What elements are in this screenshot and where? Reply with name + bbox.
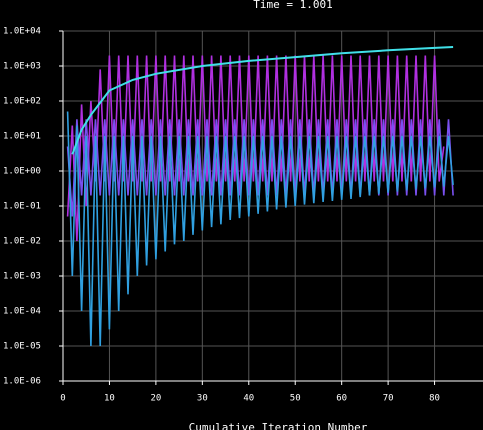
series-line (66, 111, 454, 347)
y-tick-label: 1.0E+03 (3, 62, 41, 72)
x-tick-label: 20 (150, 394, 161, 404)
x-tick-label: 10 (104, 394, 115, 404)
y-tick-label: 1.0E-05 (3, 342, 41, 352)
series-line (66, 55, 445, 242)
y-tick-label: 1.0E-01 (3, 202, 41, 212)
x-tick-label: 60 (336, 394, 347, 404)
x-tick-label: 80 (429, 394, 440, 404)
x-tick-label: 30 (197, 394, 208, 404)
y-tick-label: 1.0E+01 (3, 132, 41, 142)
x-tick-label: 40 (243, 394, 254, 404)
y-tick-label: 1.0E-06 (3, 377, 41, 387)
series-line (71, 46, 454, 155)
y-tick-label: 1.0E+02 (3, 97, 41, 107)
x-tick-label: 50 (290, 394, 301, 404)
y-tick-label: 1.0E-03 (3, 272, 41, 282)
y-tick-label: 1.0E+04 (3, 27, 41, 37)
y-tick-label: 1.0E-04 (3, 307, 41, 317)
x-tick-label: 70 (383, 394, 394, 404)
y-tick-label: 1.0E-02 (3, 237, 41, 247)
y-tick-label: 1.0E+00 (3, 167, 41, 177)
chart-title: Time = 1.001 (253, 0, 332, 11)
x-axis-label: Cumulative Iteration Number (189, 421, 368, 430)
x-tick-label: 0 (60, 394, 65, 404)
